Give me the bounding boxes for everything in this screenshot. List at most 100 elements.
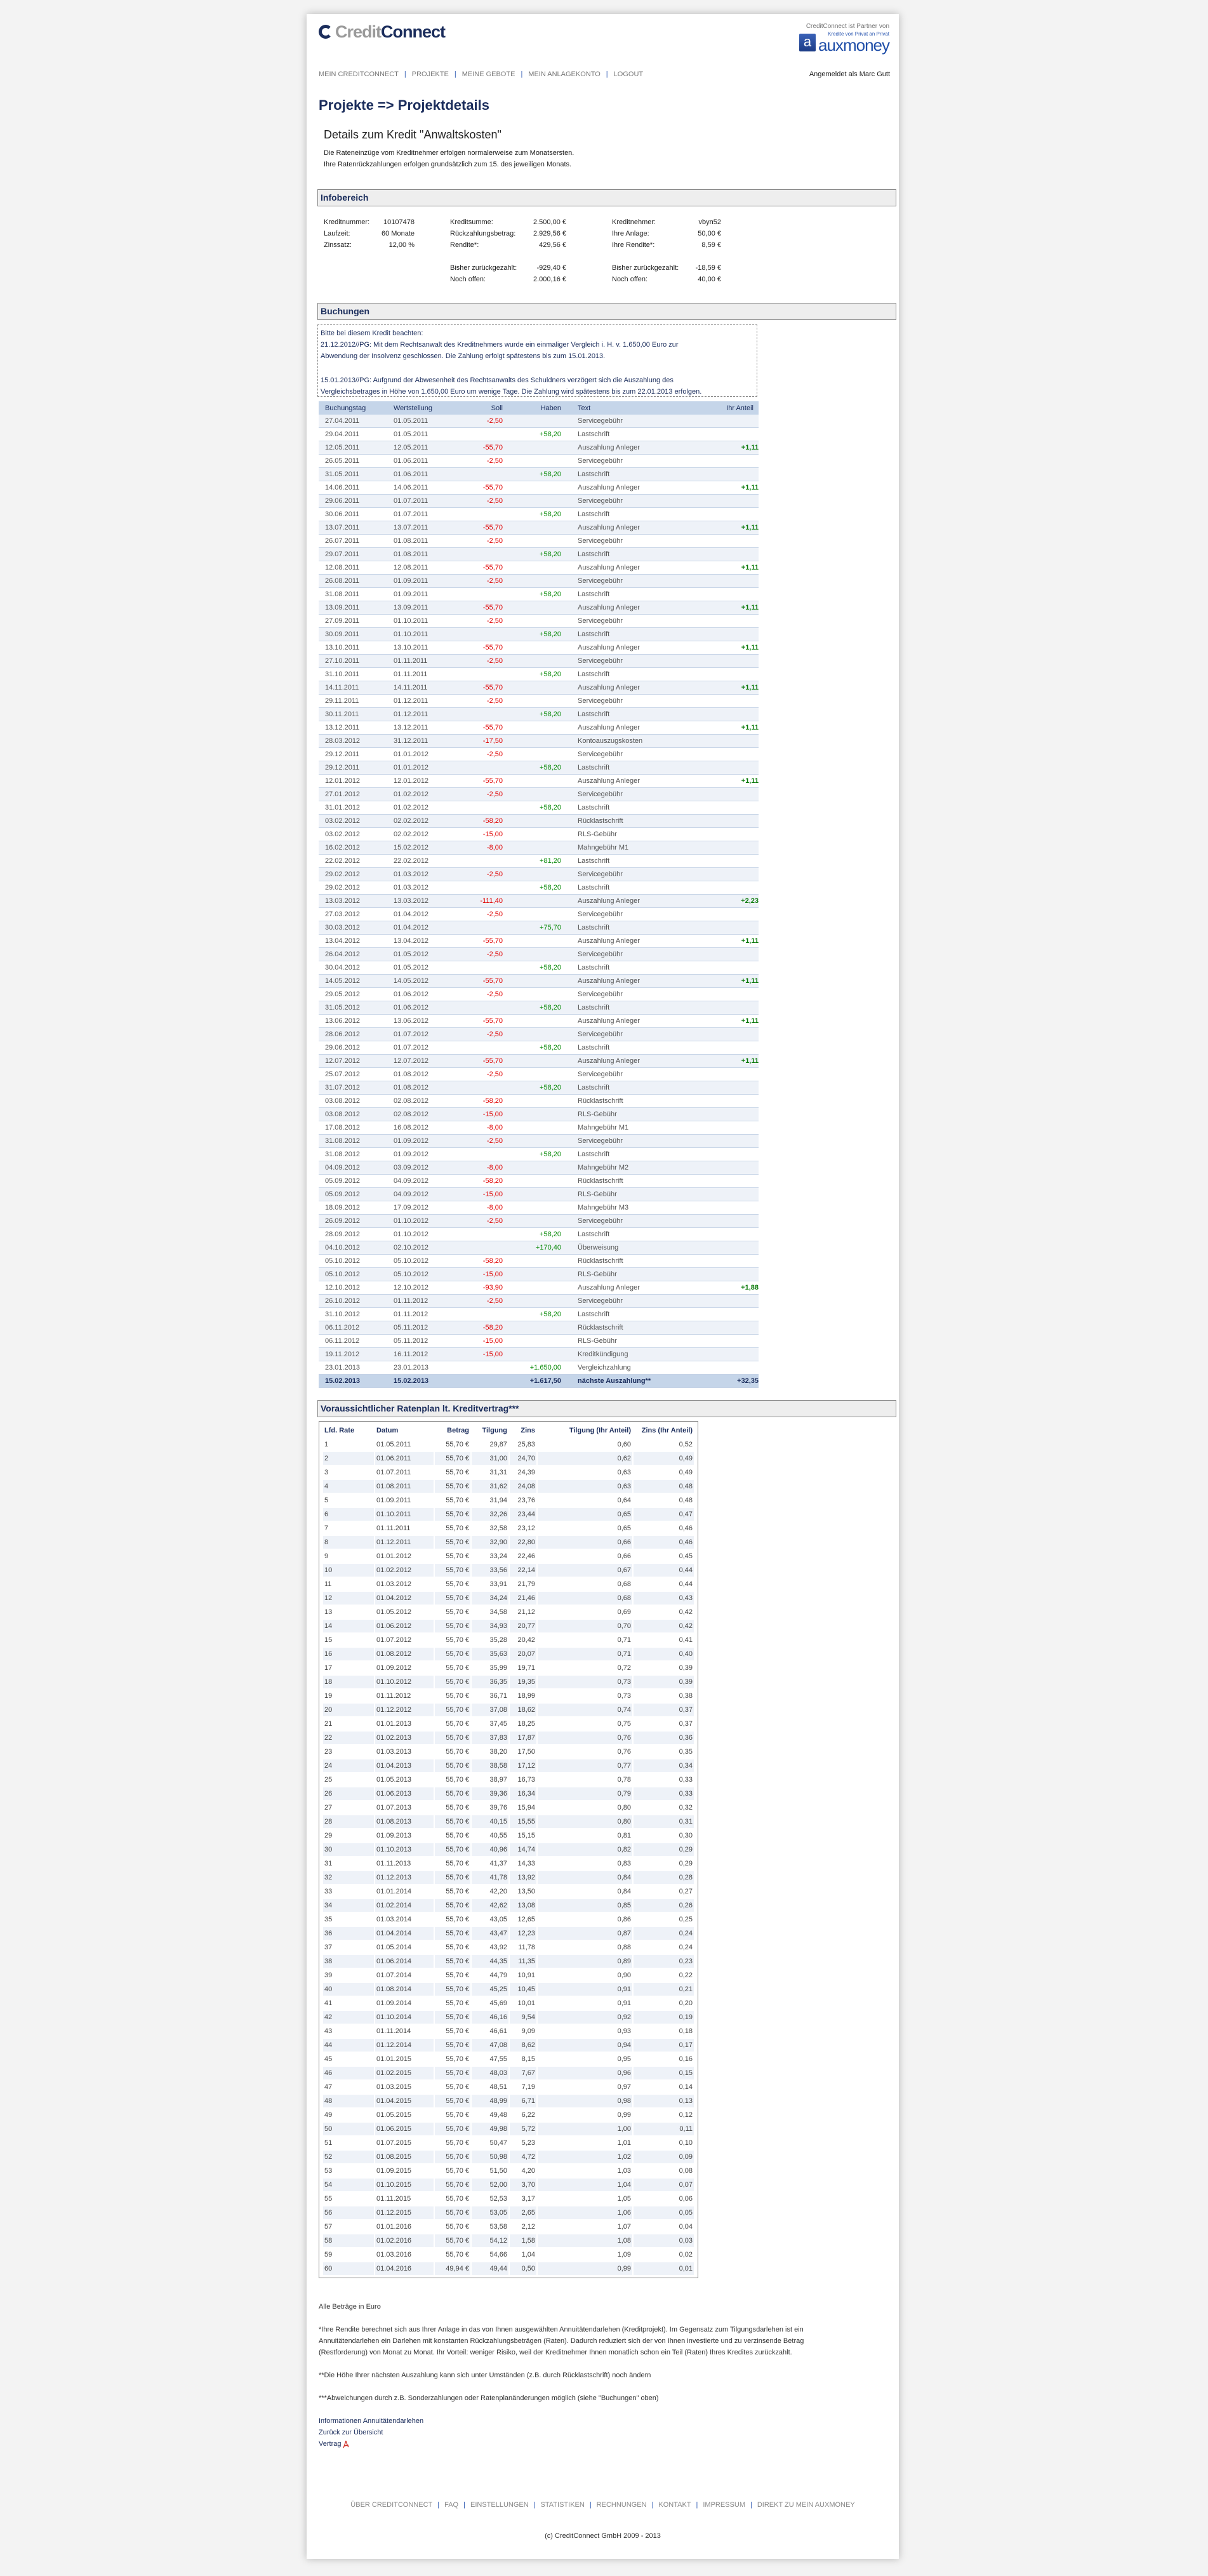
cell-soll: -55,70 — [463, 561, 503, 575]
footer-link[interactable]: ÜBER CREDITCONNECT — [350, 2501, 433, 2509]
cell-betrag: 55,70 € — [446, 1692, 469, 1700]
footer-link[interactable]: EINSTELLUNGEN — [470, 2501, 529, 2509]
cell-datum: 01.02.2012 — [375, 1564, 434, 1577]
cell-wertstellung: 02.08.2012 — [394, 1107, 463, 1121]
cell-tilgung: 33,91 — [489, 1580, 507, 1588]
cell-zins: 22,46 — [517, 1552, 535, 1560]
cell-zins-anteil: 0,42 — [679, 1608, 693, 1616]
cell-zins: 2,65 — [510, 2206, 536, 2219]
nav-link-logout[interactable]: LOGOUT — [613, 70, 644, 78]
cell-tilgung-anteil: 0,63 — [538, 1480, 632, 1493]
footnote-abweichungen: ***Abweichungen durch z.B. Sonderzahlung… — [319, 2394, 659, 2402]
cell-buchungstag: 18.09.2012 — [319, 1201, 394, 1215]
cell-soll: -8,00 — [463, 1121, 503, 1135]
cell-soll: -2,50 — [463, 494, 503, 508]
footer-link[interactable]: RECHNUNGEN — [596, 2501, 647, 2509]
cell-zins: 4,20 — [521, 2167, 535, 2175]
footer-nav: ÜBER CREDITCONNECT | FAQ | EINSTELLUNGEN | STA… — [307, 2501, 899, 2509]
creditconnect-logo[interactable]: Credit Connect — [319, 22, 446, 41]
info-label: Ihre Rendite*: — [612, 241, 655, 249]
cell-tilgung: 48,03 — [472, 2067, 508, 2079]
buchung-row: 31.08.2011 01.09.2011 +58,20 Lastschrift — [319, 587, 759, 601]
cell-zins-anteil: 0,25 — [679, 1916, 693, 1923]
cell-zins-anteil: 0,35 — [679, 1748, 693, 1756]
cell-haben — [503, 1187, 561, 1201]
cell-lfd-rate: 3 — [324, 1469, 329, 1476]
cell-haben — [503, 521, 561, 535]
cell-lfd-rate: 16 — [323, 1648, 374, 1660]
cell-text: Rücklastschrift — [561, 1174, 705, 1188]
cell-zins-anteil: 0,05 — [634, 2206, 694, 2219]
link-zurueck-zur-uebersicht[interactable]: Zurück zur Übersicht — [319, 2429, 383, 2436]
ratenplan-row: 15 01.07.2012 55,70 € 35,28 20,42 0,71 0,41 — [323, 1634, 694, 1646]
description-line: Ihre Ratenrückzahlungen erfolgen grundsä… — [324, 161, 572, 168]
cell-wertstellung: 01.08.2011 — [394, 534, 463, 548]
cell-zins: 22,14 — [510, 1564, 536, 1577]
cell-tilgung: 34,58 — [489, 1608, 507, 1616]
cell-zins-anteil: 0,39 — [634, 1676, 694, 1688]
nav-link-mein-creditconnect[interactable]: MEIN CREDITCONNECT — [319, 70, 399, 78]
cell-ihr-anteil — [705, 654, 759, 668]
cell-buchungstag: 13.03.2012 — [319, 894, 394, 908]
cell-wertstellung: 16.08.2012 — [394, 1121, 463, 1135]
cell-tilgung: 40,15 — [472, 1815, 508, 1828]
cell-ihr-anteil — [705, 1121, 759, 1135]
cell-tilgung-anteil: 0,62 — [538, 1452, 632, 1465]
cell-buchungstag: 26.05.2011 — [319, 454, 394, 468]
cell-zins: 9,09 — [521, 2027, 535, 2035]
column-header-tilgung: Tilgung — [482, 1427, 507, 1434]
cell-zins-anteil: 0,02 — [679, 2251, 693, 2259]
column-header-tilgung-anteil: Tilgung (Ihr Anteil) — [569, 1427, 631, 1434]
footer-link[interactable]: FAQ — [444, 2501, 459, 2509]
auxmoney-logo-icon: a — [799, 33, 816, 51]
cell-tilgung-anteil: 0,85 — [538, 1899, 632, 1912]
nav-link-meine-gebote[interactable]: MEINE GEBOTE — [461, 70, 515, 78]
cell-zins-anteil: 0,28 — [634, 1871, 694, 1884]
section-header-buchungen: Buchungen — [317, 303, 896, 320]
cell-wertstellung: 01.08.2012 — [394, 1067, 463, 1081]
ratenplan-row: 26 01.06.2013 55,70 €39,36 16,34 0,79 0,33 — [323, 1787, 694, 1800]
cell-ihr-anteil — [705, 1027, 759, 1041]
cell-buchungstag: 04.09.2012 — [319, 1161, 394, 1175]
link-vertrag[interactable]: Vertrag — [319, 2438, 884, 2450]
cell-betrag: 55,70 € — [446, 1497, 469, 1504]
cell-soll: -55,70 — [463, 721, 503, 735]
ratenplan-row: 45 01.01.2015 55,70 € 47,55 8,15 0,95 0,16 — [323, 2053, 694, 2065]
cell-wertstellung: 01.01.2012 — [394, 761, 463, 775]
cell-datum: 01.04.2016 — [375, 2262, 434, 2275]
cell-zins-anteil: 0,37 — [679, 1720, 693, 1728]
cell-soll: -8,00 — [463, 1201, 503, 1215]
cell-haben — [503, 441, 561, 455]
cell-tilgung: 31,62 — [472, 1480, 508, 1493]
footer-link[interactable]: IMPRESSUM — [703, 2501, 745, 2509]
cell-buchungstag: 28.09.2012 — [319, 1227, 394, 1241]
cell-haben — [503, 1294, 561, 1308]
ratenplan-row: 25 01.05.2013 55,70 € 38,97 16,73 0,78 0,33 — [323, 1773, 694, 1786]
cell-wertstellung: 13.09.2011 — [394, 601, 463, 615]
footer-link[interactable]: STATISTIKEN — [540, 2501, 585, 2509]
cell-datum: 01.01.2015 — [376, 2055, 412, 2063]
copyright: (c) CreditConnect GmbH 2009 - 2013 — [545, 2532, 661, 2540]
nav-link-mein-anlagekonto[interactable]: MEIN ANLAGEKONTO — [528, 70, 601, 78]
cell-text: Lastschrift — [561, 854, 705, 868]
partner-badge[interactable]: CreditConnect ist Partner von a Kredite … — [790, 23, 890, 53]
cell-tilgung: 38,97 — [489, 1776, 507, 1784]
pdf-icon — [343, 2440, 350, 2448]
cell-wertstellung: 14.06.2011 — [394, 481, 463, 495]
buchung-row: 29.12.2011 01.01.2012 -2,50 Servicegebühr — [319, 747, 759, 761]
cell-buchungstag: 27.01.2012 — [319, 787, 394, 801]
cell-zins: 18,25 — [517, 1720, 535, 1728]
next-payout-row: 15.02.2013 15.02.2013 +1.617,50 nächste Aus… — [319, 1374, 759, 1388]
column-header-soll: Soll — [463, 401, 503, 415]
cell-betrag: 55,70 € — [446, 1804, 469, 1812]
cell-ihr-anteil: +1,11 — [705, 561, 759, 575]
cell-lfd-rate: 31 — [324, 1860, 333, 1867]
cell-haben — [503, 1321, 561, 1335]
nav-link-projekte[interactable]: PROJEKTE — [411, 70, 449, 78]
link-informationen-annuitaetendarlehen[interactable]: Informationen Annuitätendarlehen — [319, 2417, 424, 2425]
cell-zins-anteil: 0,33 — [634, 1787, 694, 1800]
footer-link[interactable]: DIREKT ZU MEIN AUXMONEY — [757, 2501, 855, 2509]
table-header-row: Lfd. Rate Datum Betrag Tilgung Zins Tilg… — [323, 1424, 694, 1437]
footer-link[interactable]: KONTAKT — [658, 2501, 691, 2509]
cell-wertstellung: 01.08.2012 — [394, 1081, 463, 1095]
